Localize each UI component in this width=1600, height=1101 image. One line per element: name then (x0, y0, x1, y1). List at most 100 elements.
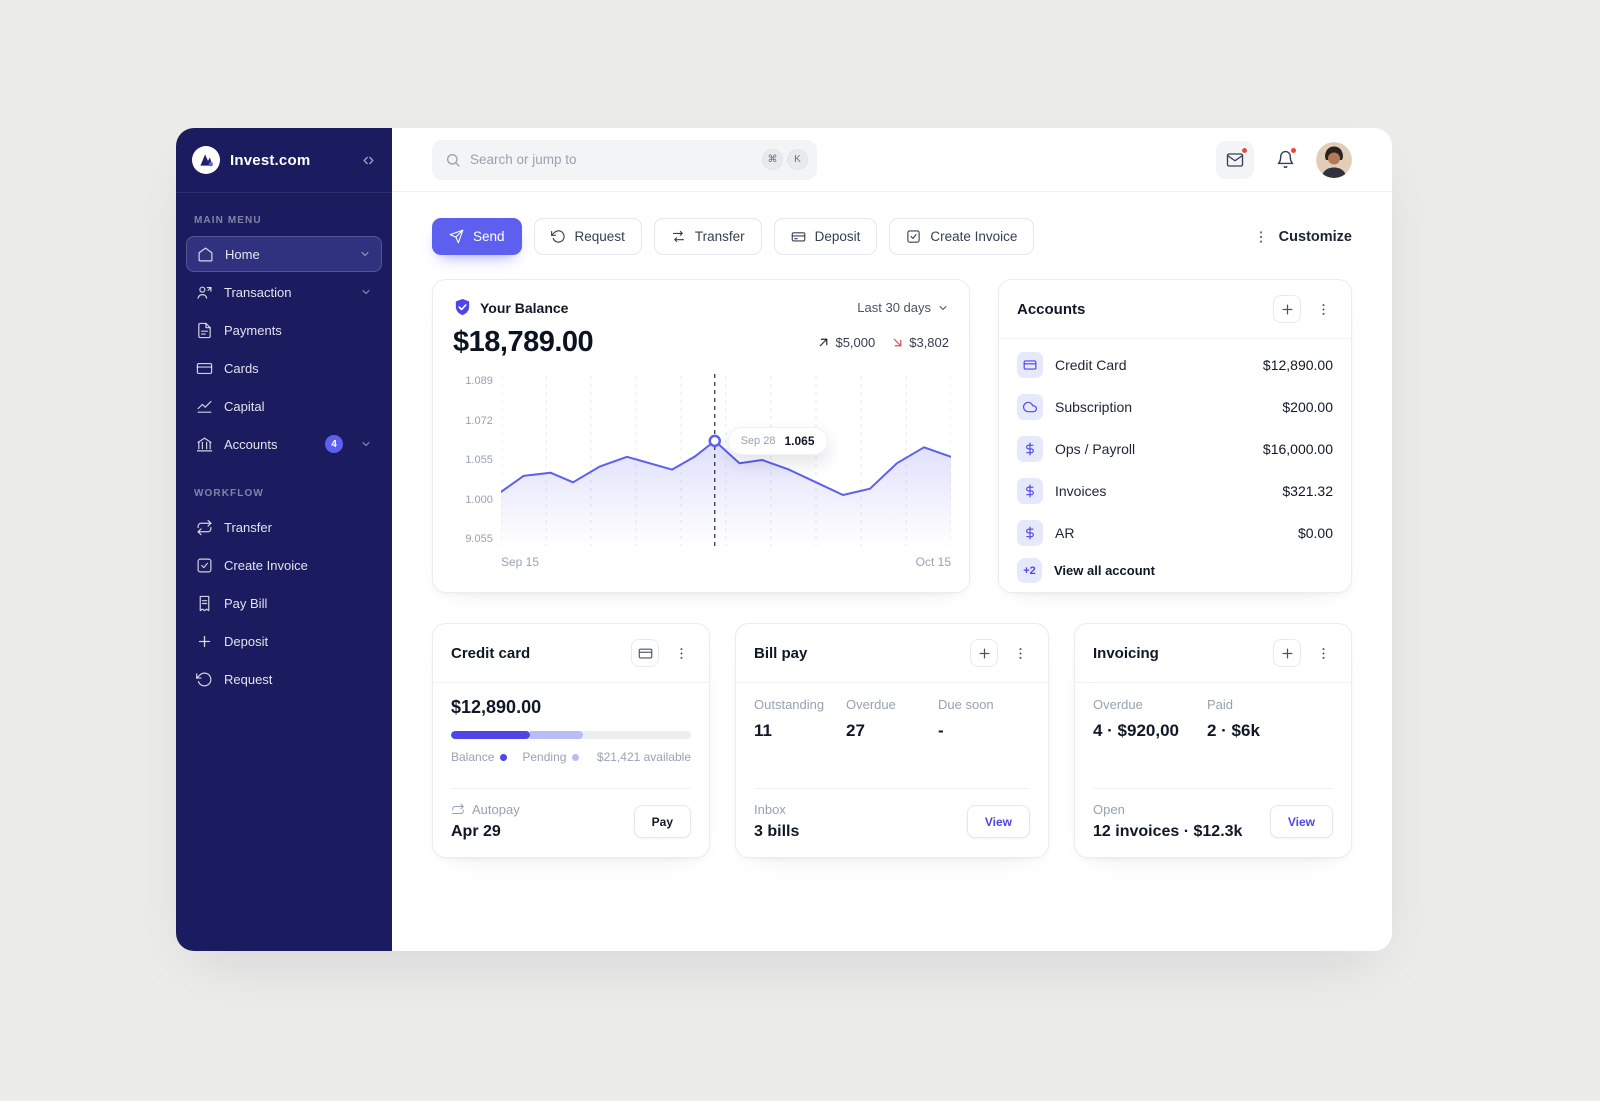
sidebar-item-capital[interactable]: Capital (186, 388, 382, 424)
sidebar-item-label: Payments (224, 322, 282, 338)
sidebar-collapse-icon[interactable] (361, 153, 376, 168)
pay-bill-icon (196, 595, 213, 612)
topbar-actions (1216, 140, 1352, 179)
request-button[interactable]: Request (533, 218, 642, 255)
dollar-icon (1017, 478, 1043, 504)
inflow-stat: $5,000 (817, 335, 875, 350)
autopay-date: Apr 29 (451, 823, 501, 840)
sidebar-item-transaction[interactable]: Transaction (186, 274, 382, 310)
bill-pay-menu-button[interactable] (1010, 639, 1030, 667)
credit-utilization-bar (451, 731, 691, 739)
workflow-menu: Transfer Create Invoice Pay Bill Deposit… (176, 509, 392, 697)
accounts-count-badge: 4 (325, 435, 343, 453)
account-row[interactable]: Subscription $200.00 (1017, 386, 1333, 428)
sidebar-item-cards[interactable]: Cards (186, 350, 382, 386)
progress-pending (530, 731, 583, 739)
app-window: Invest.com MAIN MENU Home Transaction Pa… (176, 128, 1392, 951)
sidebar-item-label: Home (225, 246, 260, 262)
invoicing-card: Invoicing Overdue 4 · $920,00 Paid (1074, 623, 1352, 858)
available-credit: $21,421 available (596, 750, 691, 764)
view-all-accounts-button[interactable]: +2 View all account (999, 554, 1351, 599)
stat-invoices-paid: Paid 2 · $6k (1207, 697, 1260, 740)
chart-tooltip: Sep 28 1.065 (727, 426, 828, 455)
dollar-icon (1017, 520, 1043, 546)
accounts-menu-button[interactable] (1313, 295, 1333, 323)
view-bills-button[interactable]: View (966, 805, 1030, 838)
pending-dot (572, 753, 580, 761)
account-row[interactable]: Ops / Payroll $16,000.00 (1017, 428, 1333, 470)
invoicing-menu-button[interactable] (1313, 639, 1333, 667)
stat-invoices-overdue: Overdue 4 · $920,00 (1093, 697, 1180, 740)
topbar: ⌘ K (392, 128, 1392, 192)
account-row[interactable]: Credit Card $12,890.00 (1017, 344, 1333, 386)
dots-vertical-icon (680, 647, 682, 659)
deposit-icon (196, 633, 213, 650)
account-name: Credit Card (1055, 357, 1127, 373)
add-bill-button[interactable] (970, 639, 998, 667)
accounts-icon (196, 436, 213, 453)
credit-card-icon (1017, 352, 1043, 378)
shortcut-keys: ⌘ K (762, 149, 808, 170)
transfer-icon (672, 230, 684, 243)
sidebar-item-create-invoice[interactable]: Create Invoice (186, 547, 382, 583)
create-invoice-icon (196, 557, 213, 574)
bill-pay-card: Bill pay Outstanding 11 Overdue (735, 623, 1049, 858)
plus-icon (979, 648, 989, 658)
sidebar-item-label: Request (224, 671, 273, 687)
account-row[interactable]: AR $0.00 (1017, 512, 1333, 554)
accounts-card: Accounts Credit Card $12,890.00 Subscrip… (998, 279, 1352, 593)
sidebar-item-accounts[interactable]: Accounts 4 (186, 426, 382, 462)
main-menu: Home Transaction Payments Cards Capital (176, 236, 392, 462)
sidebar-item-pay-bill[interactable]: Pay Bill (186, 585, 382, 621)
bill-pay-title: Bill pay (754, 644, 808, 662)
pay-button[interactable]: Pay (633, 805, 691, 838)
sidebar-item-request[interactable]: Request (186, 661, 382, 697)
add-account-button[interactable] (1273, 295, 1301, 323)
sidebar-item-home[interactable]: Home (186, 236, 382, 272)
sidebar-item-transfer[interactable]: Transfer (186, 509, 382, 545)
deposit-button[interactable]: Deposit (773, 218, 878, 255)
divider (754, 788, 1030, 789)
account-row[interactable]: Invoices $321.32 (1017, 470, 1333, 512)
period-dropdown[interactable]: Last 30 days (857, 300, 949, 315)
main-area: ⌘ K (392, 128, 1392, 951)
dots-vertical-icon (1322, 647, 1324, 659)
send-button[interactable]: Send (432, 218, 522, 255)
search-input[interactable] (470, 152, 753, 167)
transfer-icon (196, 519, 213, 536)
add-invoice-button[interactable] (1273, 639, 1301, 667)
credit-card-icon (638, 648, 652, 658)
chart-plot-area[interactable]: Sep 28 1.065 (500, 374, 951, 546)
account-name: Subscription (1055, 399, 1133, 415)
credit-card-title: Credit card (451, 644, 531, 662)
bill-pay-stats: Outstanding 11 Overdue 27 Due soon - (754, 697, 1030, 741)
user-avatar[interactable] (1316, 141, 1352, 178)
payments-icon (196, 322, 213, 339)
create-invoice-button[interactable]: Create Invoice (889, 218, 1035, 255)
bell-notification-dot (1290, 146, 1297, 154)
search-box[interactable]: ⌘ K (432, 139, 817, 180)
autopay-info: Autopay Apr 29 (451, 802, 520, 840)
cmd-key: ⌘ (762, 149, 783, 170)
card-details-button[interactable] (631, 639, 659, 667)
notifications-button[interactable] (1270, 145, 1300, 175)
sidebar-item-label: Pay Bill (224, 595, 268, 611)
sidebar-item-payments[interactable]: Payments (186, 312, 382, 348)
customize-button[interactable]: Customize (1253, 229, 1352, 245)
credit-card-menu-button[interactable] (671, 639, 691, 667)
create-invoice-icon (907, 230, 921, 243)
cards-icon (196, 360, 213, 377)
sidebar-item-deposit[interactable]: Deposit (186, 623, 382, 659)
credit-card-balance: $12,890.00 (451, 697, 542, 717)
view-invoices-button[interactable]: View (1269, 805, 1333, 838)
balance-title: Your Balance (480, 299, 569, 316)
request-icon (550, 230, 565, 243)
bell-icon (1277, 150, 1293, 169)
mail-button[interactable] (1216, 140, 1254, 179)
sidebar-item-label: Transfer (224, 519, 272, 535)
mail-notification-dot (1241, 146, 1248, 154)
plus-icon (1282, 648, 1292, 658)
dots-vertical-icon (1019, 647, 1021, 659)
transfer-button[interactable]: Transfer (653, 218, 762, 255)
quick-actions: Send Request Transfer Deposit Create Inv… (432, 218, 1352, 255)
